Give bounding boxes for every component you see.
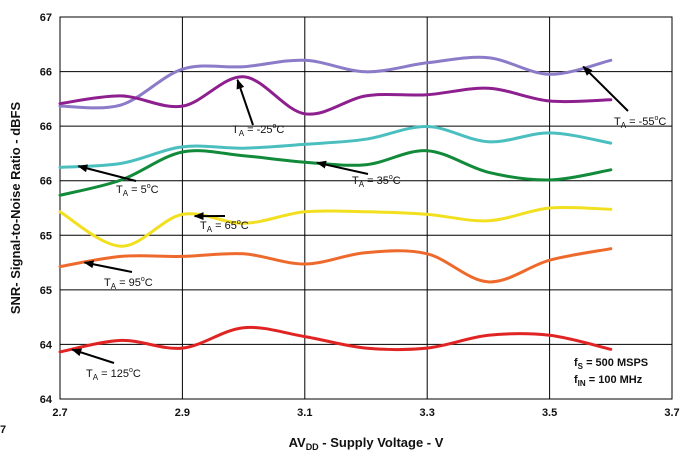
y-tick-label: 67 (40, 12, 52, 24)
note-fin-rest: = 100 MHz (586, 374, 643, 386)
x-tick-label: 3.3 (420, 407, 435, 419)
note-fin-sub: IN (578, 379, 586, 388)
series-annotations: TA = -55oC TA = -25oC TA = 5oC TA = 35oC TA … (71, 65, 666, 382)
note-fs-sub: S (578, 362, 584, 371)
x-axis-label: AVDD - Supply Voltage - V (289, 435, 444, 452)
series-annotation-label: TA = 35oC (352, 174, 401, 189)
x-tick-label: 3.1 (297, 407, 312, 419)
page-fragment: 7 (0, 424, 6, 436)
y-tick-label: 65 (40, 285, 52, 297)
y-tick-label: 64 (40, 394, 53, 406)
y-axis-label: SNR- Signal-to-Noise Ratio - dBFS (8, 102, 23, 315)
series-line-5 (58, 247, 613, 284)
series-line-6 (58, 325, 613, 354)
annotation-arrow (77, 164, 137, 182)
y-tick-label: 64 (40, 339, 53, 351)
y-tick-label: 66 (40, 121, 52, 133)
annotation-arrow (316, 160, 369, 175)
series-line-1 (58, 75, 613, 116)
series-annotation-label: TA = 65oC (200, 219, 249, 234)
x-tick-label: 3.7 (664, 407, 679, 419)
note-fs-main: f (574, 357, 578, 369)
series-annotation-label: TA = 125oC (86, 367, 141, 382)
condition-note-fin: fIN = 100 MHz (574, 374, 643, 388)
y-tick-label: 66 (40, 67, 52, 79)
x-tick-label: 3.5 (542, 407, 557, 419)
series-annotation-label: TA = -25oC (232, 123, 284, 138)
x-tick-label: 2.7 (52, 407, 67, 419)
annotation-arrow (582, 65, 629, 112)
x-axis-label-rest: - Supply Voltage - V (319, 435, 444, 450)
x-axis-label-main: AV (289, 435, 306, 450)
series-annotation-label: TA = -55oC (614, 115, 666, 130)
series-annotation-label: TA = 5oC (116, 183, 159, 198)
annotation-arrow (71, 348, 115, 364)
x-axis-label-sub: DD (306, 442, 319, 452)
annotation-arrow (83, 260, 133, 273)
note-fin-main: f (574, 374, 578, 386)
series-line-4 (58, 205, 613, 248)
series-line-0 (58, 55, 613, 110)
annotation-arrow (236, 78, 254, 126)
series-line-2 (58, 124, 613, 169)
series-annotation-label: TA = 95oC (104, 276, 153, 291)
x-tick-label: 2.9 (175, 407, 190, 419)
y-tick-label: 66 (40, 176, 52, 188)
condition-note-fs: fS = 500 MSPS (574, 357, 648, 371)
series-lines (58, 55, 613, 354)
series-line-3 (58, 149, 613, 197)
note-fs-rest: = 500 MSPS (583, 357, 648, 369)
y-tick-label: 65 (40, 230, 52, 242)
